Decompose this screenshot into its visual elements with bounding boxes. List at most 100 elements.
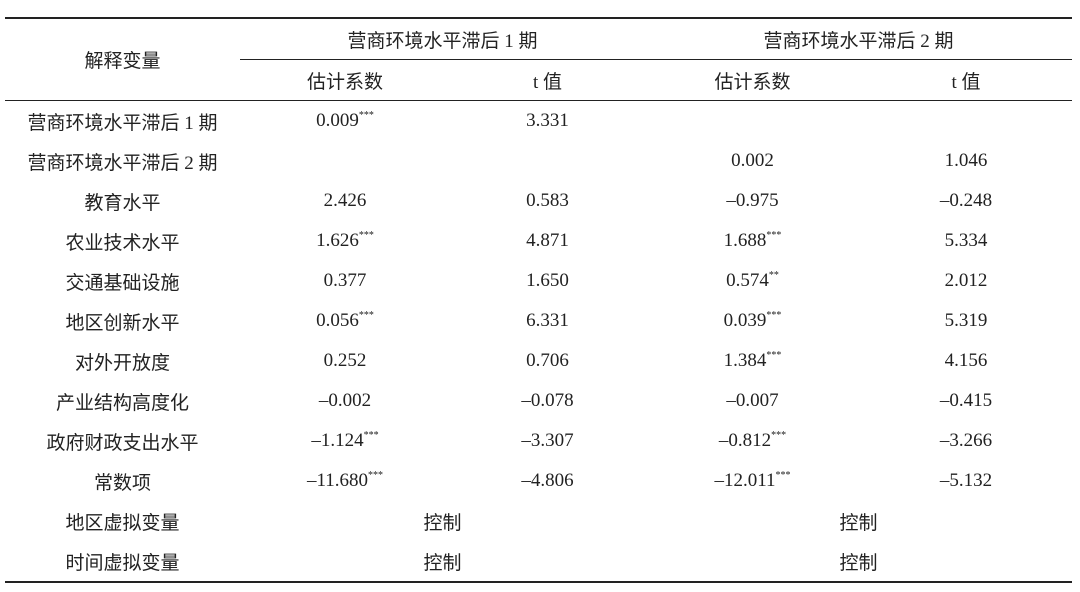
cell: 4.156	[944, 350, 988, 371]
row-label: 交通基础设施	[65, 272, 180, 294]
cell-value: 0.056	[316, 310, 359, 331]
table-row: 产业结构高度化 –0.002 –0.078 –0.007 –0.415	[5, 381, 1072, 421]
cell: 0.252	[323, 350, 367, 371]
cell: 控制	[839, 512, 878, 534]
cell-value: 1.384	[723, 350, 767, 371]
cell: 5.319	[944, 310, 988, 331]
cell: 1.046	[944, 150, 988, 171]
significance: **	[768, 270, 779, 281]
cell-value: –12.011	[714, 470, 776, 491]
row-label: 地区创新水平	[65, 312, 180, 334]
cell-value: 0.574	[726, 270, 769, 291]
cell: 1.626***	[240, 221, 450, 261]
significance: ***	[766, 310, 782, 321]
cell: 3.331	[526, 110, 569, 131]
cell: 0.377	[323, 270, 367, 291]
table-row: 时间虚拟变量 控制 控制	[5, 541, 1072, 583]
cell: –0.007	[726, 390, 779, 411]
cell: –3.307	[521, 430, 574, 451]
row-label: 农业技术水平	[65, 232, 180, 254]
cell: 0.039***	[645, 301, 860, 341]
significance: ***	[771, 430, 787, 441]
row-label: 营商环境水平滞后 2 期	[27, 152, 218, 174]
row-label: 教育水平	[84, 192, 161, 214]
header-row: 估计系数 t 值估计系数 t 值	[5, 59, 1072, 101]
group-header: 营商环境水平滞后 1 期	[240, 17, 645, 60]
cell: 4.871	[526, 230, 569, 251]
table-row: 营商环境水平滞后 2 期 0.002 1.046	[5, 141, 1072, 181]
column-header: 估计系数	[645, 59, 860, 101]
cell: –11.680***	[240, 461, 450, 501]
cell: 0.706	[526, 350, 569, 371]
cell-value: 0.009	[316, 110, 359, 131]
cell: –0.812***	[645, 421, 860, 461]
cell-value: –11.680	[306, 470, 369, 491]
cell	[860, 101, 1072, 142]
row-label: 地区虚拟变量	[65, 512, 180, 534]
table-row: 常数项 –11.680*** –4.806 –12.011*** –5.132	[5, 461, 1072, 501]
cell-value: –1.124	[311, 430, 364, 451]
table-row: 地区创新水平 0.056*** 6.331 0.039*** 5.319	[5, 301, 1072, 341]
group-header: 营商环境水平滞后 2 期	[645, 17, 1072, 60]
row-label: 对外开放度	[74, 352, 170, 374]
cell: –0.415	[939, 390, 993, 411]
cell: 5.334	[944, 230, 988, 251]
cell: 6.331	[526, 310, 569, 331]
cell: 0.583	[526, 190, 569, 211]
cell: –5.132	[939, 470, 993, 491]
cell: –4.806	[521, 470, 574, 491]
table-row: 对外开放度 0.252 0.706 1.384*** 4.156	[5, 341, 1072, 381]
table-row: 农业技术水平 1.626*** 4.871 1.688*** 5.334	[5, 221, 1072, 261]
significance: ***	[368, 470, 384, 481]
cell: –0.975	[726, 190, 779, 211]
cell: –0.248	[939, 190, 993, 211]
significance: ***	[358, 110, 374, 121]
cell: –1.124***	[240, 421, 450, 461]
row-label: 产业结构高度化	[55, 392, 189, 414]
column-header: 估计系数	[240, 59, 450, 101]
cell: –12.011***	[645, 461, 860, 501]
cell: 控制	[645, 541, 1072, 583]
row-label: 时间虚拟变量	[5, 541, 240, 583]
cell: 0.002	[731, 150, 774, 171]
cell: 控制	[240, 541, 645, 583]
table-body: 解释变量 营商环境水平滞后 1 期营商环境水平滞后 2 期估计系数 t 值估计系数 t…	[5, 17, 1072, 583]
header-row: 解释变量 营商环境水平滞后 1 期营商环境水平滞后 2 期	[5, 17, 1072, 101]
results-table: 解释变量 营商环境水平滞后 1 期营商环境水平滞后 2 期估计系数 t 值估计系数 t…	[5, 17, 1072, 583]
cell: 0.056***	[240, 301, 450, 341]
cell	[240, 141, 450, 181]
cell: 2.012	[944, 270, 988, 291]
cell: 0.009***	[240, 101, 450, 142]
cell: 1.650	[526, 270, 569, 291]
significance: ***	[775, 470, 791, 481]
row-label: 常数项	[93, 472, 151, 494]
cell-value: 0.039	[723, 310, 767, 331]
cell: –3.266	[939, 430, 993, 451]
row-label: 政府财政支出水平	[46, 432, 199, 454]
column-header: t 值	[450, 59, 645, 101]
cell-value: 1.626	[316, 230, 359, 251]
cell: 2.426	[323, 190, 367, 211]
cell: 0.574**	[645, 261, 860, 301]
row-label: 营商环境水平滞后 1 期	[27, 112, 218, 134]
table-row: 营商环境水平滞后 1 期 0.009*** 3.331	[5, 101, 1072, 142]
significance: ***	[766, 230, 782, 241]
significance: ***	[363, 430, 379, 441]
cell: 1.384***	[645, 341, 860, 381]
table-row: 教育水平 2.426 0.583 –0.975 –0.248	[5, 181, 1072, 221]
cell-value: –0.812	[718, 430, 772, 451]
cell: –0.078	[521, 390, 574, 411]
cell: 控制	[423, 512, 462, 534]
significance: ***	[358, 230, 374, 241]
table-row: 地区虚拟变量 控制 控制	[5, 501, 1072, 541]
cell-value: 1.688	[723, 230, 767, 251]
cell: 1.688***	[645, 221, 860, 261]
cell	[450, 141, 645, 181]
table-row: 交通基础设施 0.377 1.650 0.574** 2.012	[5, 261, 1072, 301]
cell: –0.002	[318, 390, 372, 411]
significance: ***	[358, 310, 374, 321]
header-label: 解释变量	[5, 17, 240, 101]
table-row: 政府财政支出水平 –1.124*** –3.307 –0.812*** –3.266	[5, 421, 1072, 461]
significance: ***	[766, 350, 782, 361]
